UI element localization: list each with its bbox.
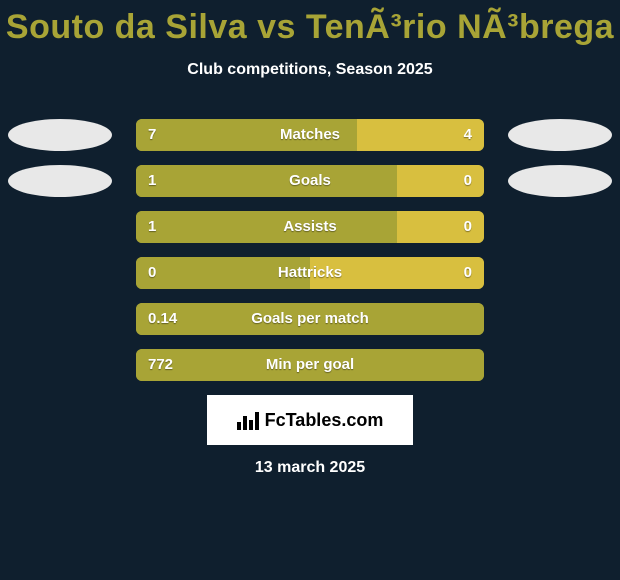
stat-bar: Goals per match0.14 — [136, 303, 484, 335]
page-title: Souto da Silva vs TenÃ³rio NÃ³brega — [0, 0, 620, 47]
stat-row: Hattricks00 — [0, 257, 620, 289]
stat-value-right: 0 — [452, 257, 484, 289]
subtitle: Club competitions, Season 2025 — [0, 61, 620, 79]
stat-bar-left-seg — [136, 119, 357, 151]
fctables-logo: FcTables.com — [207, 395, 413, 445]
player-right-avatar — [508, 165, 612, 197]
stat-value-left: 7 — [136, 119, 168, 151]
comparison-infographic: Souto da Silva vs TenÃ³rio NÃ³brega Club… — [0, 0, 620, 580]
stat-row: Min per goal772 — [0, 349, 620, 381]
player-right-avatar — [508, 119, 612, 151]
stat-value-left: 1 — [136, 211, 168, 243]
stat-bar: Hattricks00 — [136, 257, 484, 289]
player-left-avatar — [8, 119, 112, 151]
stat-row: Goals per match0.14 — [0, 303, 620, 335]
stat-row: Goals10 — [0, 165, 620, 197]
stat-value-right: 4 — [452, 119, 484, 151]
stats-bars: Matches74Goals10Assists10Hattricks00Goal… — [0, 119, 620, 381]
stat-value-left: 772 — [136, 349, 185, 381]
stat-bar-left-seg — [136, 165, 397, 197]
stat-value-left: 0.14 — [136, 303, 189, 335]
stat-bar: Assists10 — [136, 211, 484, 243]
stat-bar-left-seg — [136, 211, 397, 243]
stat-value-right: 0 — [452, 165, 484, 197]
stat-value-left: 0 — [136, 257, 168, 289]
player-left-avatar — [8, 165, 112, 197]
stat-value-right: 0 — [452, 211, 484, 243]
stat-bar: Matches74 — [136, 119, 484, 151]
stat-row: Matches74 — [0, 119, 620, 151]
stat-bar-left-seg — [136, 349, 484, 381]
logo-chart-icon — [237, 410, 259, 430]
stat-bar: Goals10 — [136, 165, 484, 197]
stat-row: Assists10 — [0, 211, 620, 243]
stat-value-left: 1 — [136, 165, 168, 197]
logo-text: FcTables.com — [265, 410, 384, 431]
stat-bar: Min per goal772 — [136, 349, 484, 381]
footer-date: 13 march 2025 — [0, 459, 620, 477]
